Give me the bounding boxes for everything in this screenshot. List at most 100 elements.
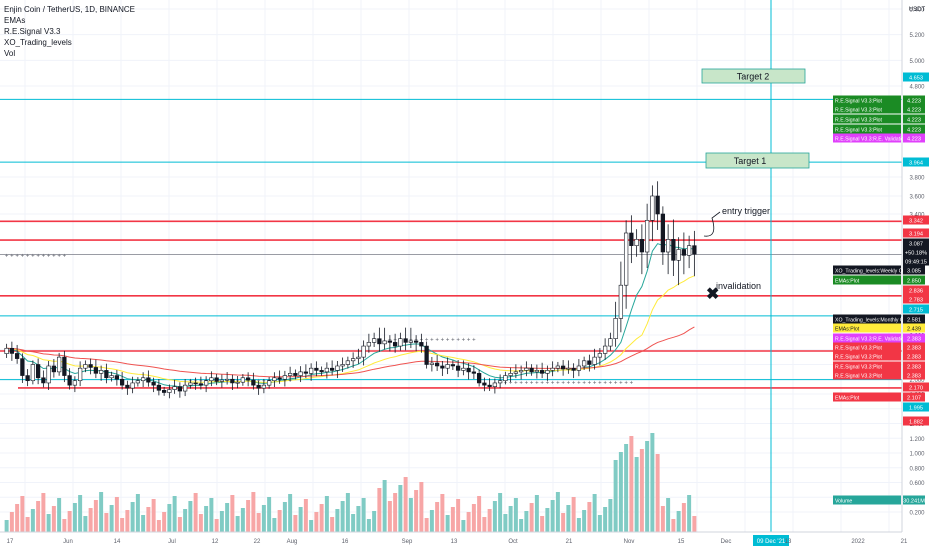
indicator-re-signal[interactable]: R.E.Signal V3.3 xyxy=(4,27,61,36)
candle-body xyxy=(114,375,120,380)
indicator-xo-levels[interactable]: XO_Trading_levels xyxy=(4,38,72,47)
volume-bar xyxy=(120,518,125,532)
dot-row-support-2: + xyxy=(551,380,555,386)
dot-row-support-2: + xyxy=(546,380,550,386)
volume-bar xyxy=(267,497,272,532)
volume-bar xyxy=(230,495,235,532)
indicator-emas[interactable]: EMAs xyxy=(4,16,26,25)
candle-body xyxy=(408,340,414,343)
candle-body xyxy=(476,373,482,384)
price-label-name-tag xyxy=(833,133,901,143)
candle-body xyxy=(639,239,645,253)
volume-bar xyxy=(597,515,602,532)
indicator-vol[interactable]: Vol xyxy=(4,49,16,58)
candle-body xyxy=(539,370,545,374)
volume-bar xyxy=(288,494,293,532)
price-label-value: 1.882 xyxy=(909,419,923,425)
dot-row-weekly: + xyxy=(36,253,40,259)
price-label-tag xyxy=(903,256,929,266)
candle-body xyxy=(67,375,72,386)
volume-bar xyxy=(57,498,62,532)
volume-bar xyxy=(99,492,104,532)
candle-body xyxy=(209,377,214,382)
dot-row-support-2: + xyxy=(582,380,586,386)
candle-body xyxy=(62,356,67,376)
dot-row-resistance: + xyxy=(467,338,471,344)
candle-body xyxy=(550,367,555,371)
volume-bar xyxy=(256,513,261,532)
price-label-tag xyxy=(903,370,925,380)
candle-body xyxy=(429,362,435,365)
candle-body xyxy=(340,364,345,367)
volume-bar xyxy=(624,444,629,532)
candle-body xyxy=(503,375,508,382)
volume-bar xyxy=(41,493,46,532)
volume-bar xyxy=(167,504,172,532)
dot-row-resistance: + xyxy=(435,338,439,344)
volume-bar xyxy=(293,515,298,532)
candle-body xyxy=(156,384,162,391)
dot-row-resistance: + xyxy=(451,338,455,344)
volume-bar xyxy=(372,511,377,532)
candle-body xyxy=(240,377,246,383)
candle-body xyxy=(592,356,597,365)
candle-body xyxy=(450,364,456,367)
price-label-value: 4.223 xyxy=(907,136,921,142)
chart-legend: Enjin Coin / TetherUS, 1D, BINANCE EMAs … xyxy=(4,4,135,59)
candle-body xyxy=(224,378,230,381)
price-label-value: 4.223 xyxy=(907,127,921,133)
candle-body xyxy=(14,353,20,359)
symbol-title[interactable]: Enjin Coin / TetherUS, 1D, BINANCE xyxy=(4,5,136,14)
price-label-name-tag xyxy=(833,265,901,275)
price-label-tag xyxy=(903,314,925,324)
candle-body xyxy=(665,239,671,253)
volume-bar xyxy=(471,504,476,532)
time-tick-label: Dec xyxy=(721,539,732,545)
time-axis: 17 Jun 14 Jul 12 22 Aug 16 Sep 13 Oct 21 Nov 15 Dec 09 … xyxy=(0,531,908,546)
volume-bar xyxy=(162,512,167,532)
volume-bar xyxy=(492,501,497,532)
price-tick-label: 3.800 xyxy=(909,176,925,182)
volume-bar xyxy=(681,503,686,532)
candle-body xyxy=(198,383,204,386)
time-tick-label: 17 xyxy=(7,539,14,545)
candle-body xyxy=(324,367,330,373)
price-label-value: 3.194 xyxy=(909,231,923,237)
candle-body xyxy=(629,232,634,246)
dot-row-resistance: + xyxy=(430,338,434,344)
dot-row-weekly: + xyxy=(52,253,56,259)
dot-row-support-2: + xyxy=(540,380,544,386)
volume-bar xyxy=(450,507,455,532)
price-label-tag xyxy=(903,104,925,114)
volume-bar xyxy=(571,497,576,532)
dot-row-support-2: + xyxy=(561,380,565,386)
volume-bar xyxy=(435,502,440,532)
price-label-value: 4.223 xyxy=(907,107,921,113)
volume-bar xyxy=(9,512,14,532)
price-label-name: R.E.Signal V3.3:Plot xyxy=(835,117,883,123)
volume-bar xyxy=(671,519,676,532)
candle-body xyxy=(314,367,319,371)
volume-bar xyxy=(634,457,639,532)
candles xyxy=(4,181,697,399)
volume-bar xyxy=(198,514,203,532)
candle-body xyxy=(650,195,655,221)
price-label-name: R.E.Signal V3.3:R.E. Validation xyxy=(835,136,907,142)
candle-body xyxy=(597,353,603,358)
candle-body xyxy=(660,213,666,253)
price-label-tag xyxy=(903,333,925,343)
volume-bar xyxy=(298,507,303,532)
candle-body xyxy=(608,338,613,347)
time-cursor-tag xyxy=(753,535,789,546)
price-tick-label: 1.200 xyxy=(909,437,925,443)
price-label-name-tag xyxy=(833,275,901,285)
volume-bar xyxy=(93,500,98,532)
price-label-value: 4.223 xyxy=(907,98,921,104)
volume-bar xyxy=(419,482,424,532)
volume-bar xyxy=(603,507,608,532)
dot-row-support-2: + xyxy=(630,380,634,386)
price-label-name: R.E.Signal V3.3:Plot xyxy=(835,373,883,379)
candle-body xyxy=(303,371,309,374)
dot-row-support: + xyxy=(288,378,292,384)
